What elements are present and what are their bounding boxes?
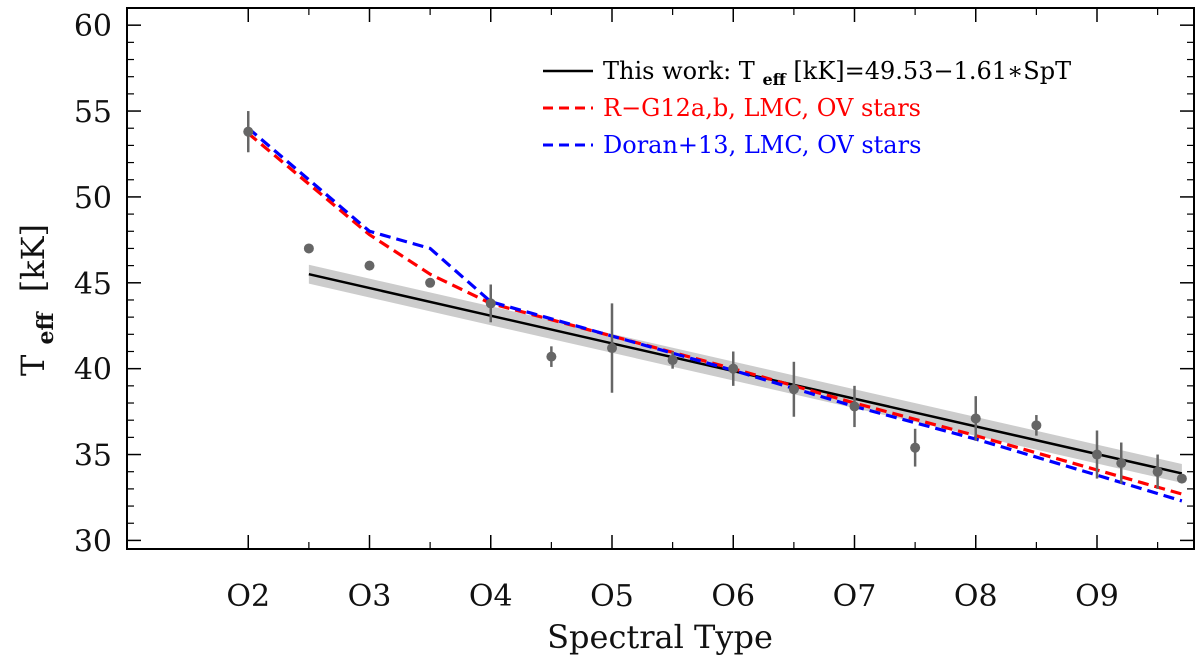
y-tick-label: 30	[74, 524, 112, 559]
x-tick-label: O8	[954, 579, 998, 614]
y-tick-label: 45	[74, 267, 112, 302]
y-tick-label: 35	[74, 439, 112, 474]
data-point	[910, 442, 921, 453]
y-axis-title-main: T	[14, 354, 52, 376]
legend-fit-label: This work: T eff [kK]=49.53−1.61∗SpT	[603, 57, 1071, 91]
data-point	[728, 363, 739, 374]
data-point	[667, 355, 678, 366]
plot-frame	[126, 7, 1195, 550]
x-tick-label: O7	[833, 579, 877, 614]
series-line-doran13	[247, 127, 1183, 503]
x-tick-label: O3	[348, 579, 392, 614]
data-point	[1176, 473, 1187, 484]
data-point	[1152, 466, 1163, 477]
data-point-layer	[243, 126, 1187, 484]
data-point	[364, 260, 375, 271]
y-tick-label: 55	[74, 95, 112, 130]
data-point	[607, 343, 617, 354]
data-point	[303, 243, 314, 254]
legend-fit-suffix: [kK]=49.53−1.61∗SpT	[793, 57, 1071, 85]
tick-layer	[127, 8, 1194, 549]
legend: This work: T eff [kK]=49.53−1.61∗SpT R−G…	[543, 57, 1071, 159]
x-tick-label-layer: O2 O3 O4 O5 O6 O7 O8 O9	[226, 579, 1118, 614]
data-point	[485, 298, 496, 309]
x-tick-label: O4	[469, 579, 513, 614]
data-point	[425, 277, 436, 288]
svg-text:T eff [kK]: T eff [kK]	[14, 224, 61, 376]
data-point	[1116, 458, 1127, 469]
legend-fit-subscript: eff	[762, 70, 786, 89]
legend-rg12-label: R−G12a,b, LMC, OV stars	[603, 94, 921, 122]
legend-fit-prefix: This work: T	[603, 57, 755, 85]
y-tick-label: 60	[74, 9, 112, 44]
data-point	[1092, 449, 1102, 460]
x-tick-label: O5	[590, 579, 634, 614]
x-tick-label: O6	[711, 579, 755, 614]
y-axis-title-unit: [kK]	[14, 224, 52, 292]
y-tick-label-layer: 30 35 40 45 50 55 60	[74, 9, 112, 559]
data-point	[243, 126, 254, 137]
y-axis-title: T eff [kK]	[14, 224, 61, 376]
data-point	[1031, 420, 1042, 431]
x-tick-label: O9	[1075, 579, 1119, 614]
data-point	[970, 413, 981, 424]
y-tick-label: 40	[74, 353, 112, 388]
y-tick-label: 50	[74, 181, 112, 216]
legend-doran13-label: Doran+13, LMC, OV stars	[603, 131, 921, 159]
y-axis-title-subscript: eff	[33, 310, 59, 344]
x-tick-label: O2	[226, 579, 270, 614]
data-point	[788, 384, 799, 395]
data-point	[849, 401, 860, 412]
data-point	[546, 351, 557, 362]
x-axis-title: Spectral Type	[547, 618, 773, 656]
